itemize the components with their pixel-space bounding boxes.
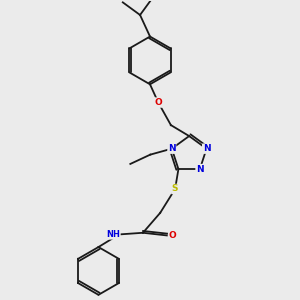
Text: O: O: [154, 98, 162, 107]
Text: O: O: [169, 231, 177, 240]
Text: S: S: [172, 184, 178, 194]
Text: N: N: [196, 165, 204, 174]
Text: NH: NH: [106, 230, 120, 239]
Text: N: N: [203, 144, 210, 153]
Text: N: N: [168, 144, 176, 153]
